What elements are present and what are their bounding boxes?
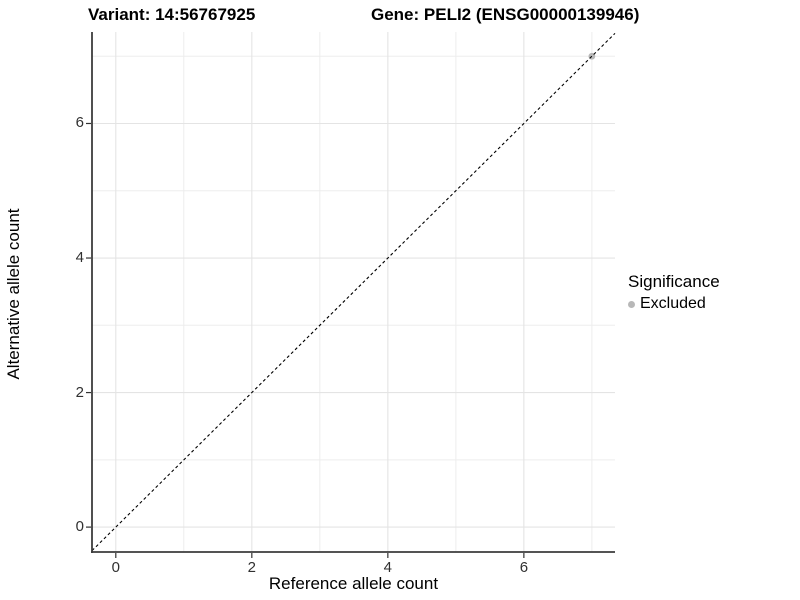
x-tick-label: 4 (383, 559, 393, 576)
y-tick-label: 0 (75, 518, 84, 536)
identity-dashed-line (91, 32, 616, 552)
x-tick-label: 0 (111, 559, 120, 576)
x-tick-label: 2 (247, 559, 256, 576)
legend-item-excluded: Excluded (628, 295, 720, 313)
y-axis-label: Alternative allele count (4, 208, 23, 380)
x-axis-label: Reference allele count (268, 574, 439, 593)
gene-title: Gene: PELI2 (ENSG00000139946) (371, 5, 640, 24)
legend-title: Significance (628, 272, 720, 291)
legend-item-label: Excluded (640, 295, 706, 312)
variant-title: Variant: 14:56767925 (88, 5, 256, 24)
y-tick-label: 2 (75, 383, 84, 401)
legend-point-icon (628, 300, 635, 308)
y-tick-label: 6 (75, 114, 84, 132)
legend: Significance Excluded (628, 272, 720, 313)
y-tick-label: 4 (75, 249, 84, 267)
x-tick-label: 6 (519, 559, 529, 576)
